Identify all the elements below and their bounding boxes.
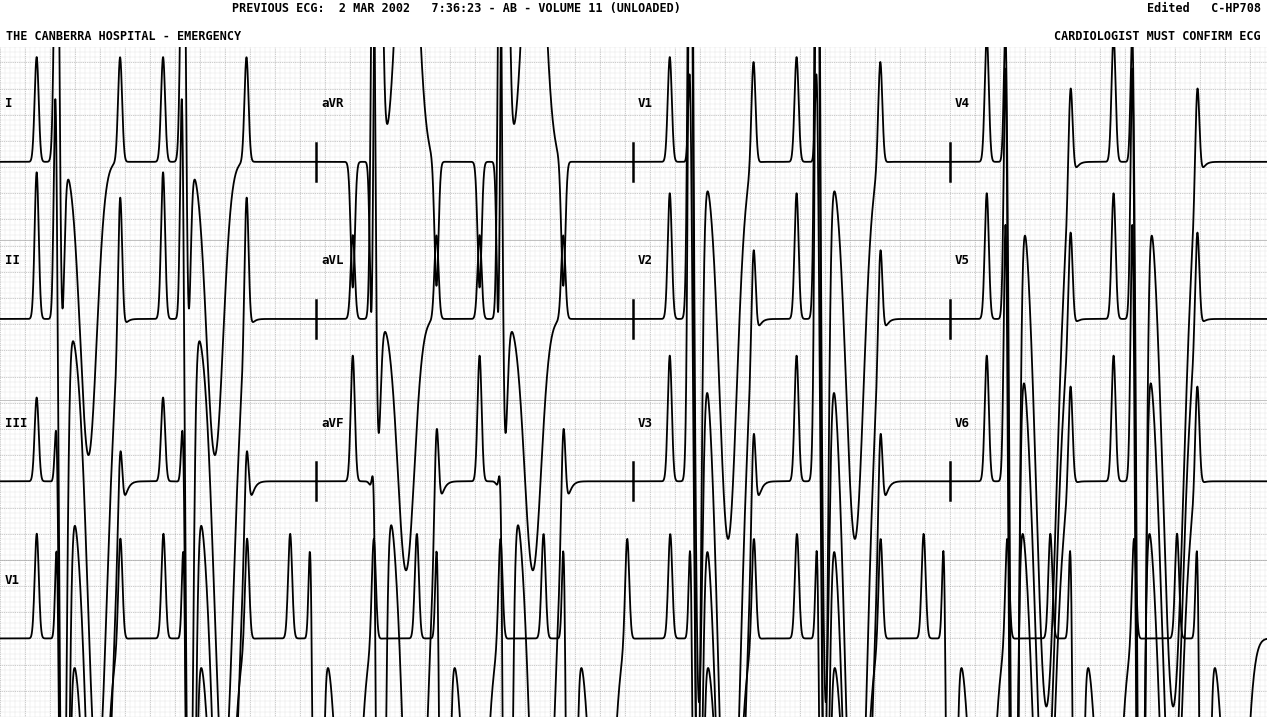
Text: III: III [5,417,28,430]
Text: V1: V1 [639,98,653,110]
Text: THE CANBERRA HOSPITAL - EMERGENCY: THE CANBERRA HOSPITAL - EMERGENCY [6,30,242,43]
Text: V5: V5 [955,255,971,267]
Text: V3: V3 [639,417,653,430]
Text: V6: V6 [955,417,971,430]
Text: V4: V4 [955,98,971,110]
Text: aVR: aVR [321,98,343,110]
Text: V1: V1 [5,574,20,587]
Text: PREVIOUS ECG:  2 MAR 2002   7:36:23 - AB - VOLUME 11 (UNLOADED): PREVIOUS ECG: 2 MAR 2002 7:36:23 - AB - … [232,2,680,15]
Text: I: I [5,98,13,110]
Text: aVL: aVL [321,255,343,267]
Text: aVF: aVF [321,417,343,430]
Text: Edited   C-HP708: Edited C-HP708 [1147,2,1261,15]
Text: CARDIOLOGIST MUST CONFIRM ECG: CARDIOLOGIST MUST CONFIRM ECG [1054,30,1261,43]
Text: II: II [5,255,20,267]
Text: V2: V2 [639,255,653,267]
